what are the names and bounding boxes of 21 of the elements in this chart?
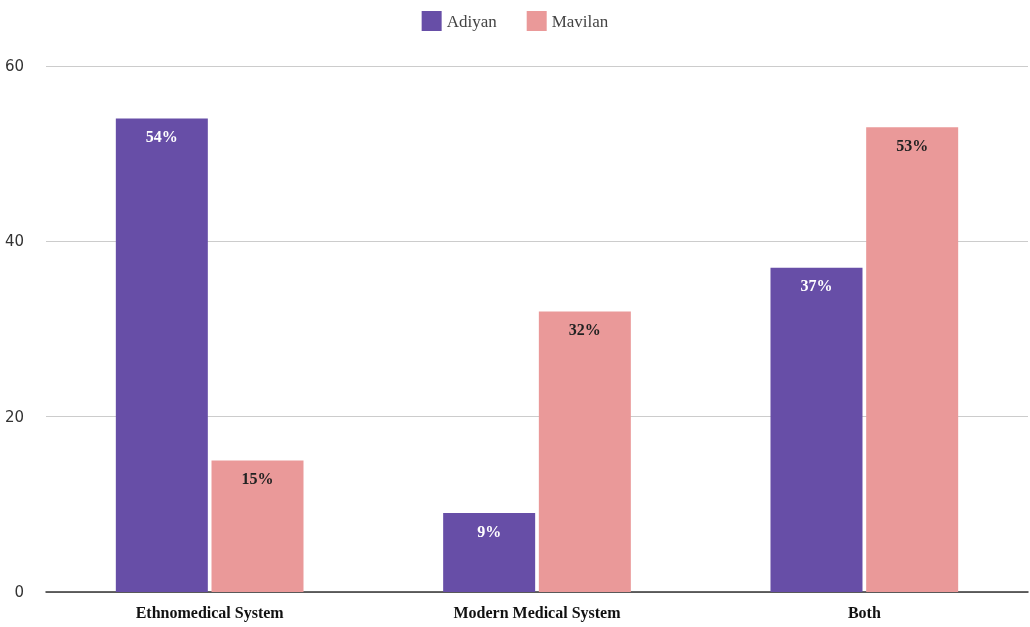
data-label: 9% bbox=[477, 522, 502, 540]
y-tick-label: 20 bbox=[4, 407, 24, 426]
bar bbox=[115, 118, 208, 592]
data-label: 15% bbox=[241, 470, 274, 487]
x-tick-label: Modern Medical System bbox=[453, 603, 622, 622]
data-label: 53% bbox=[896, 136, 929, 154]
y-tick-label: 60 bbox=[4, 57, 24, 75]
bar bbox=[443, 513, 536, 592]
y-tick-label: 40 bbox=[4, 232, 24, 251]
data-label: 54% bbox=[145, 128, 178, 146]
bar bbox=[770, 267, 863, 592]
x-tick-label: Both bbox=[847, 603, 881, 621]
bar bbox=[538, 311, 631, 592]
data-label: 37% bbox=[800, 277, 833, 295]
bar bbox=[211, 460, 304, 592]
legend-label: Mavilan bbox=[551, 11, 609, 31]
data-label: 32% bbox=[568, 320, 601, 338]
legend-label: Adiyan bbox=[446, 11, 498, 31]
x-tick-label: Ethnomedical System bbox=[135, 603, 285, 622]
bar bbox=[866, 127, 959, 592]
y-tick-label: 0 bbox=[14, 583, 24, 601]
